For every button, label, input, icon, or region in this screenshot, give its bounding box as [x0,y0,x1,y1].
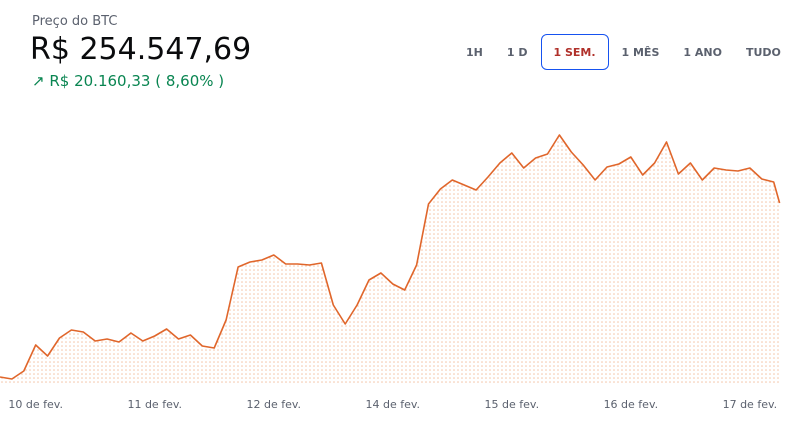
x-tick-label: 16 de fev. [604,398,659,411]
x-tick-label: 17 de fev. [723,398,778,411]
range-button[interactable]: 1 MÊS [621,46,660,59]
change-percent: ( 8,60% ) [155,72,225,90]
range-button[interactable]: TUDO [745,46,781,59]
range-buttons: 1H 1 D 1 SEM. 1 MÊS 1 ANO TUDO [455,34,792,70]
price-line [0,134,781,380]
x-tick-label: 15 de fev. [485,398,540,411]
x-tick-label: 14 de fev. [366,398,421,411]
range-button[interactable]: 1H [466,46,483,59]
asset-label: Preço do BTC [32,14,118,29]
range-button[interactable]: 1 ANO [683,46,722,59]
x-tick-label: 11 de fev. [127,398,182,411]
x-tick-label: 10 de fev. [8,398,63,411]
area [0,135,780,385]
arrow: ↗ [32,72,45,90]
range-button[interactable]: 1 D [506,46,528,59]
range-button[interactable]: 1 SEM. [540,34,609,70]
price: R$ 254.547,69 [30,32,252,67]
x-tick-label: 12 de fev. [246,398,301,411]
change-amount: R$ 20.160,33 [49,72,151,90]
price-change: ↗ R$ 20.160,33 ( 8,60% ) [32,72,224,90]
